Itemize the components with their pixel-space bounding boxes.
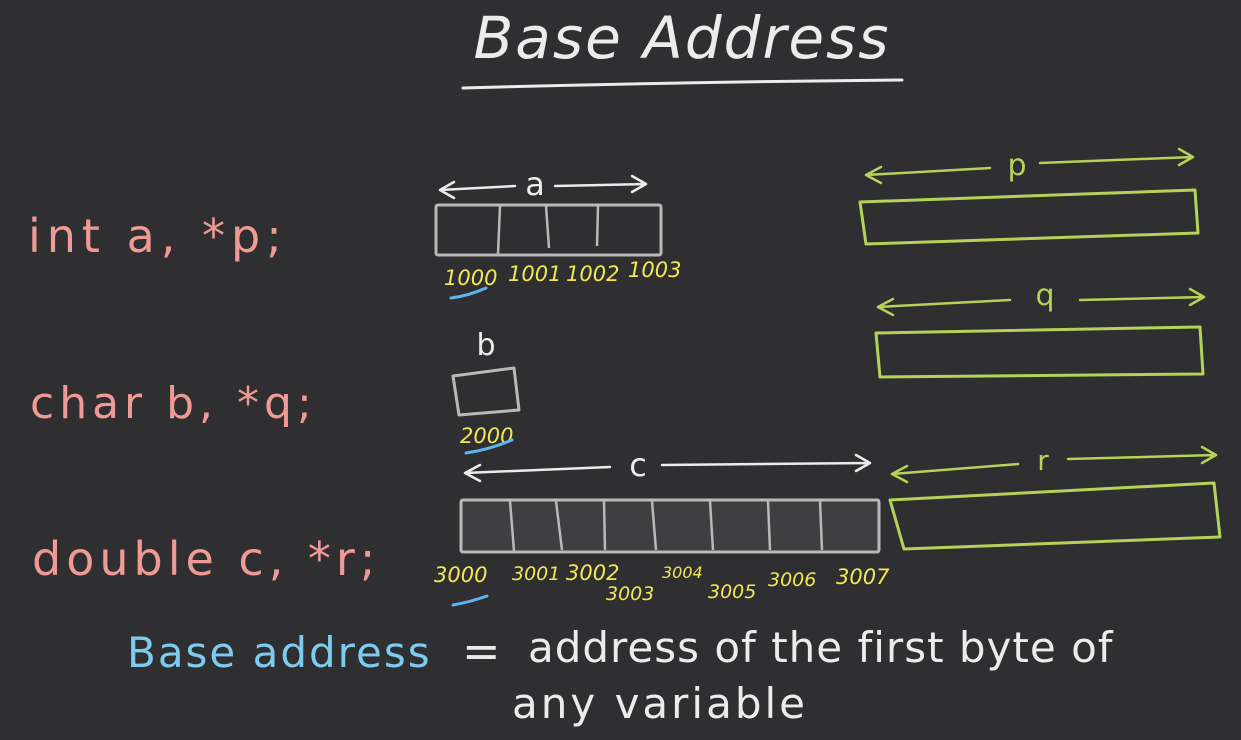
address-label: 3002 xyxy=(566,561,619,585)
address-label: 3003 xyxy=(606,583,654,605)
address-label: 3007 xyxy=(836,565,890,589)
byte-divider xyxy=(818,500,824,551)
memory-box-r xyxy=(888,481,1222,551)
address-label: 3001 xyxy=(512,563,560,585)
label-a: a xyxy=(525,165,545,203)
variable-b: b 2000 xyxy=(451,328,521,455)
pointer-q: q xyxy=(874,278,1206,379)
memory-box-p xyxy=(858,188,1200,246)
definition: Base address = address of the first byte… xyxy=(127,623,1114,728)
definition-line2: any variable xyxy=(512,679,808,728)
declaration-int: int a, *p; xyxy=(28,209,288,263)
span-arrow-a-right xyxy=(553,174,648,194)
byte-divider xyxy=(708,500,715,551)
title-underline xyxy=(461,78,904,90)
memory-box-c xyxy=(459,498,881,554)
byte-divider xyxy=(554,500,564,551)
address-label: 2000 xyxy=(460,424,513,448)
definition-line1: address of the first byte of xyxy=(528,623,1114,672)
address-label: 3004 xyxy=(662,563,703,582)
span-arrow-r-right xyxy=(1066,445,1218,465)
base-underline-c xyxy=(451,594,489,607)
memory-box-b xyxy=(451,366,521,417)
pointer-r: r xyxy=(888,444,1222,551)
base-underline-b xyxy=(464,438,514,455)
label-q: q xyxy=(1035,278,1054,313)
label-p: p xyxy=(1007,148,1026,183)
span-arrow-c-left xyxy=(463,463,612,483)
address-label: 1001 xyxy=(508,262,561,286)
title: Base Address xyxy=(474,4,891,72)
span-arrow-q-right xyxy=(1078,287,1206,307)
byte-divider xyxy=(602,500,607,551)
pointer-p: p xyxy=(858,147,1200,246)
byte-divider xyxy=(650,500,658,551)
address-label: 3006 xyxy=(768,569,816,591)
declaration-double: double c, *r; xyxy=(32,532,380,586)
address-label: 3000 xyxy=(434,563,487,587)
base-underline-a xyxy=(449,286,488,300)
memory-box-a xyxy=(434,203,663,257)
span-arrow-r-left xyxy=(890,462,1020,484)
address-label: 1000 xyxy=(444,266,497,290)
definition-term: Base address xyxy=(127,628,432,677)
address-label: 3005 xyxy=(708,581,756,603)
memory-box-q xyxy=(874,325,1205,379)
address-label: 1003 xyxy=(628,258,681,282)
span-arrow-p-right xyxy=(1038,147,1195,167)
span-arrow-q-left xyxy=(876,297,1012,317)
label-c: c xyxy=(629,446,647,484)
label-b: b xyxy=(476,328,495,363)
byte-divider xyxy=(508,500,516,552)
definition-equals: = xyxy=(462,624,501,678)
span-arrow-c-right xyxy=(660,453,872,473)
address-label: 1002 xyxy=(566,262,619,286)
span-arrow-p-left xyxy=(864,165,992,185)
byte-divider xyxy=(595,205,600,247)
label-r: r xyxy=(1037,444,1049,477)
byte-divider xyxy=(496,205,502,255)
variable-a: a 1000 1001 1002 1003 xyxy=(434,165,681,300)
span-arrow-a-left xyxy=(438,180,517,200)
variable-c: c 3000 3001 3002 3003 3004 3005 3006 300… xyxy=(434,446,890,607)
declaration-char: char b, *q; xyxy=(30,378,317,429)
byte-divider xyxy=(544,205,551,249)
byte-divider xyxy=(766,500,772,551)
